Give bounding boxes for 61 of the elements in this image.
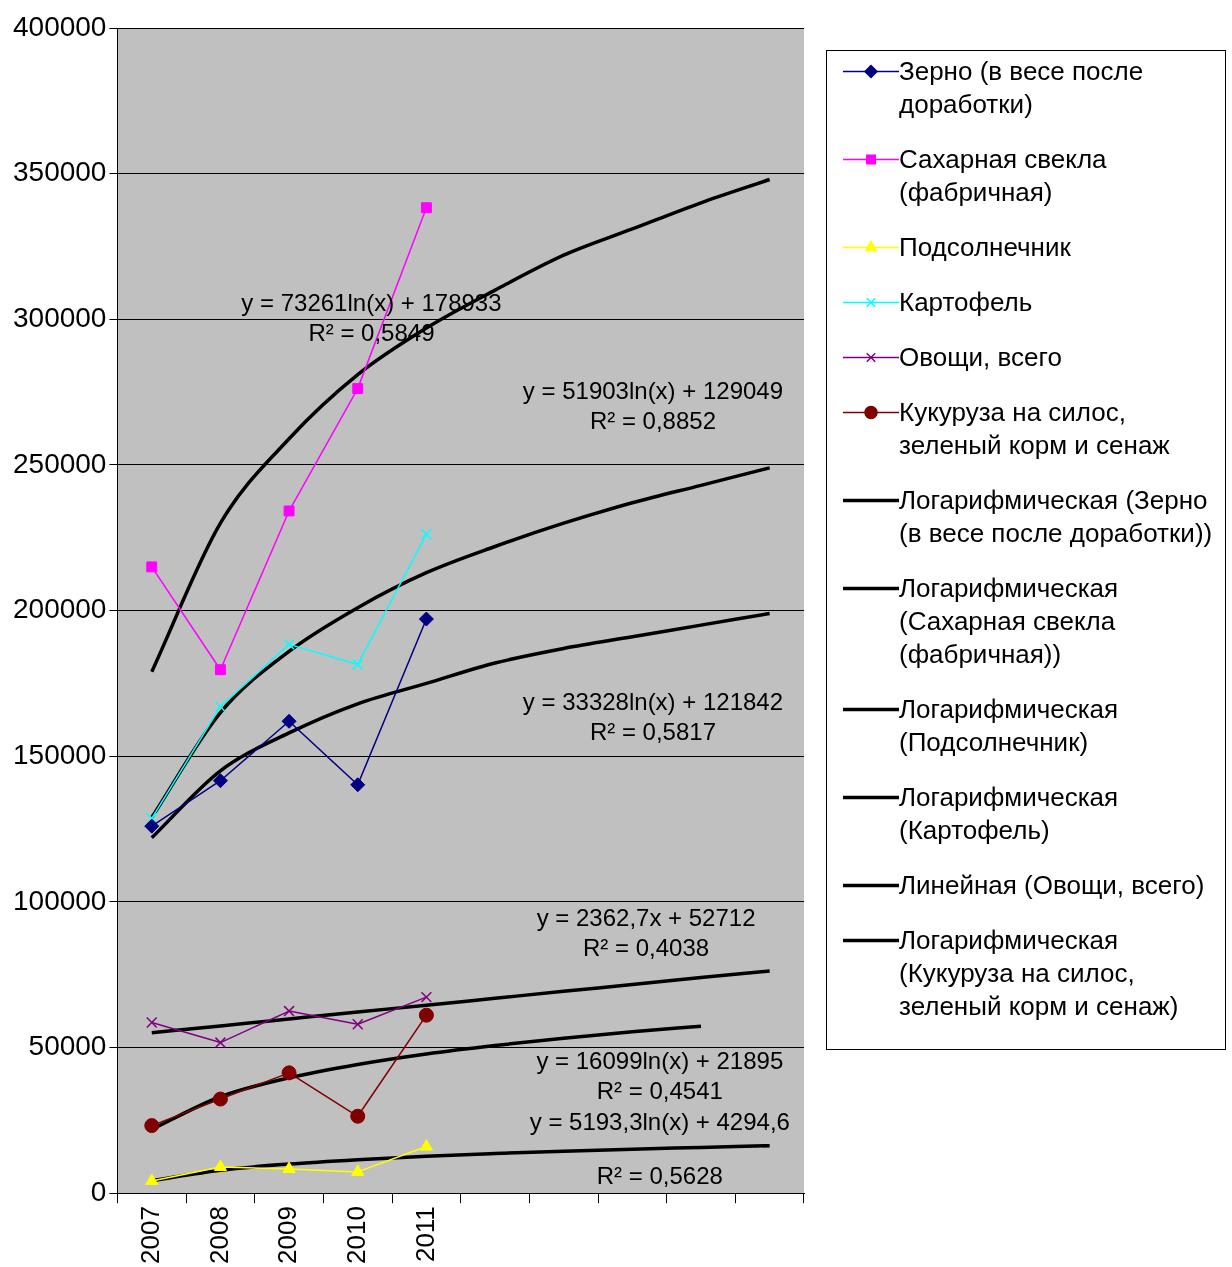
x-tick-label: 2010 <box>340 1206 371 1264</box>
point <box>281 1065 297 1081</box>
point <box>352 383 364 395</box>
legend-label: Логарифмическая (Зерно (в весе после доработки)) <box>899 484 1214 550</box>
legend-label: Кукуруза на силос, зеленый корм и сенаж <box>899 396 1171 462</box>
y-tick-label: 150000 <box>13 738 107 770</box>
point <box>146 1016 158 1029</box>
point <box>144 1118 160 1134</box>
point <box>146 561 158 573</box>
point <box>214 701 227 713</box>
point <box>352 1018 364 1030</box>
point <box>214 664 226 676</box>
point <box>212 1091 228 1107</box>
legend-label: Логарифмическая (Подсолнечник) <box>899 693 1120 759</box>
point <box>352 658 364 671</box>
point <box>420 991 433 1003</box>
y-tick-label: 0 <box>90 1175 107 1207</box>
y-tick-label: 300000 <box>13 302 107 334</box>
legend-label: Зерно (в весе после доработки) <box>899 55 1145 121</box>
point <box>283 505 295 517</box>
point <box>420 528 433 540</box>
annotation: y = 51903ln(x) + 129049 R² = 0,8852 <box>522 376 784 434</box>
legend-label: Картофель <box>899 286 1034 319</box>
y-tick-label: 50000 <box>28 1030 107 1062</box>
y-tick-label: 250000 <box>13 447 107 479</box>
legend-label: Логарифмическая (Кукуруза на силос, зеленый корм и сенаж) <box>899 924 1180 1023</box>
point <box>212 773 228 789</box>
annotation: y = 5193,3ln(x) + 4294,6 R² = 0,5628 <box>529 1107 790 1189</box>
legend-label: Овощи, всего <box>899 341 1063 374</box>
x-tick-label: 2009 <box>272 1206 303 1264</box>
point <box>214 1036 227 1049</box>
point <box>281 713 297 729</box>
line-series <box>150 969 772 1035</box>
x-tick-label: 2011 <box>409 1206 440 1263</box>
point <box>282 1161 296 1173</box>
legend-label: Линейная (Овощи, всего) <box>899 869 1206 902</box>
y-tick-label: 200000 <box>13 593 107 625</box>
legend-label: Логарифмическая (Картофель) <box>899 781 1120 847</box>
point <box>350 1108 366 1124</box>
point <box>144 818 160 834</box>
legend-label: Сахарная свекла (фабричная) <box>899 143 1108 209</box>
point <box>283 1005 295 1017</box>
y-tick-label: 400000 <box>13 10 107 42</box>
y-tick-label: 100000 <box>13 884 107 916</box>
point <box>213 1159 227 1171</box>
point <box>283 638 295 651</box>
legend-label: Логарифмическая (Сахарная свекла (фабричная)) <box>899 572 1120 671</box>
annotation: y = 2362,7x + 52712 R² = 0,4038 <box>536 903 756 961</box>
annotation: y = 33328ln(x) + 121842 R² = 0,5817 <box>522 688 784 746</box>
x-tick-label: 2008 <box>203 1206 234 1264</box>
point <box>420 202 432 214</box>
point <box>419 1139 433 1151</box>
point <box>351 1164 365 1176</box>
y-tick-label: 350000 <box>13 156 107 188</box>
x-tick-label: 2007 <box>134 1206 165 1264</box>
point <box>418 1007 434 1023</box>
point <box>145 1173 159 1185</box>
legend-label: Подсолнечник <box>899 231 1072 264</box>
point <box>418 611 434 627</box>
point <box>350 777 366 793</box>
point <box>146 812 158 824</box>
